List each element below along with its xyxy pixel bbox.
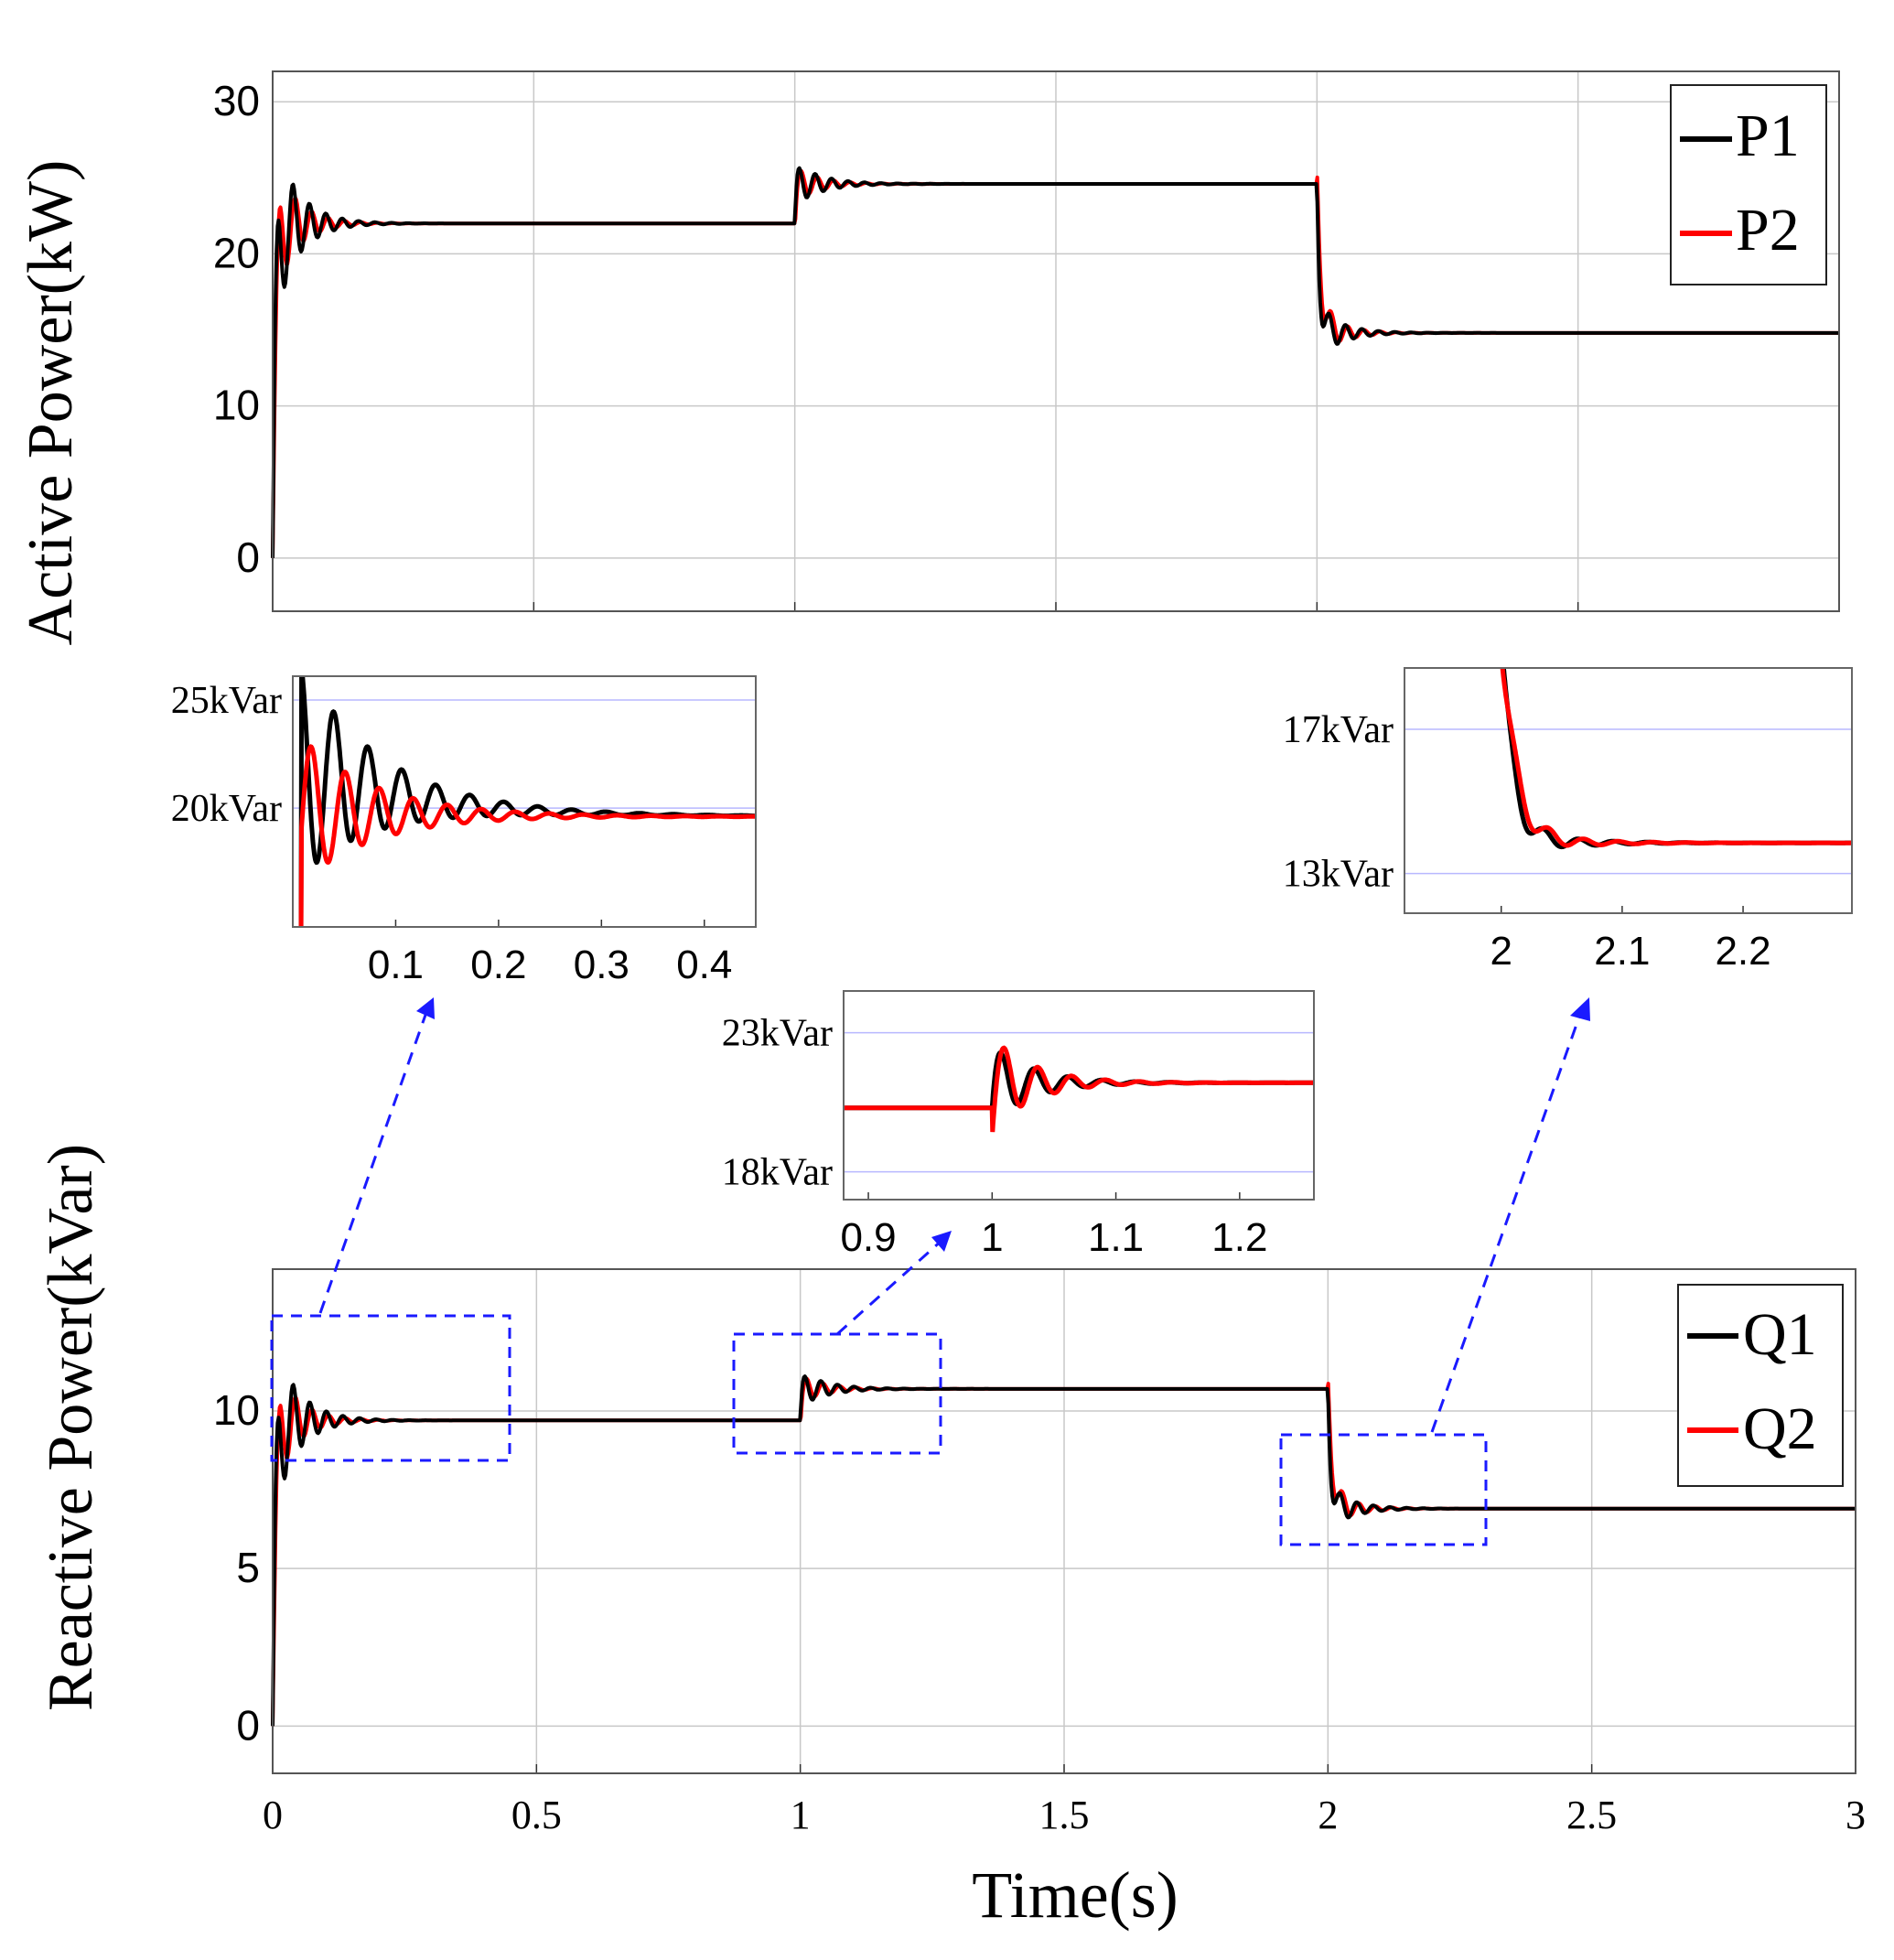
active-series-P1: [271, 166, 1840, 558]
reactive-xtick-label: 2: [1318, 1793, 1338, 1837]
inset3-xtick-label: 2: [1490, 929, 1512, 974]
zoom-arrow-3: [1430, 1006, 1585, 1433]
reactive-frame: [272, 1268, 1856, 1774]
active-ytick-label: 10: [213, 382, 260, 429]
legend-label-p2: P2: [1736, 197, 1800, 264]
zoom-arrow-3-head: [1570, 997, 1590, 1021]
reactive-plot: 0 0.5 1 1.5 2 2.5 3 0 5 10: [213, 1268, 1866, 1837]
active-frame: [272, 70, 1840, 612]
inset2-frame: [843, 990, 1315, 1201]
inset1-zoom-panel: 20kVar 25kVar 0.1 0.2 0.3 0.4: [171, 675, 757, 987]
reactive-xtick-label: 0.5: [511, 1793, 562, 1837]
active-plot: 0 10 20 30: [213, 70, 1840, 612]
time-axis-title: Time(s): [972, 1858, 1178, 1932]
zoom-box-3: [1279, 1433, 1488, 1546]
legend-label-p1: P1: [1736, 102, 1800, 169]
zoom-arrow-2-head: [931, 1231, 952, 1252]
zoom-arrow-1: [318, 1000, 433, 1314]
zoom-arrow-2: [835, 1238, 944, 1336]
inset1-xtick-label: 0.2: [470, 942, 526, 987]
inset3-series-2: [1500, 668, 1852, 848]
inset3-xtick-label: 2.1: [1594, 929, 1650, 974]
inset3-zoom-panel: 13kVar 17kVar 2 2.1 2.2: [1283, 667, 1853, 974]
inset1-ytick-label: 20kVar: [171, 788, 282, 830]
reactive-series-Q1: [271, 1374, 1856, 1727]
inset1-xtick-label: 0.1: [368, 942, 424, 987]
inset1-frame: [292, 675, 757, 928]
reactive-power-axis-title: Reactive Power(kVar): [36, 1144, 106, 1711]
active-power-axis-title: Active Power(kW): [16, 160, 86, 646]
reactive-ytick-label: 5: [236, 1544, 260, 1591]
inset2-xtick-label: 0.9: [840, 1215, 896, 1260]
inset3-xtick-label: 2.2: [1715, 929, 1770, 974]
reactive-xtick-label: 3: [1846, 1793, 1866, 1837]
inset3-frame: [1404, 667, 1853, 914]
active-ytick-label: 0: [236, 533, 260, 581]
reactive-ytick-label: 10: [213, 1386, 260, 1434]
zoom-box-1: [270, 1314, 511, 1462]
inset1-xtick-label: 0.4: [676, 942, 732, 987]
inset2-series-2: [844, 1045, 1314, 1133]
inset3-ytick-label: 13kVar: [1283, 854, 1394, 896]
inset2-zoom-panel: 18kVar 23kVar 0.9 1 1.1 1.2: [722, 990, 1315, 1260]
reactive-xtick-label: 0: [263, 1793, 283, 1837]
reactive-ytick-label: 0: [236, 1701, 260, 1749]
inset1-series-2: [298, 744, 756, 927]
inset3-ytick-label: 17kVar: [1283, 709, 1394, 751]
reactive-legend: Q1 Q2: [1677, 1284, 1844, 1487]
reactive-xtick-label: 1.5: [1039, 1793, 1090, 1837]
inset2-ytick-label: 23kVar: [722, 1013, 833, 1055]
inset2-ytick-label: 18kVar: [722, 1152, 833, 1194]
inset2-xtick-label: 1.2: [1211, 1215, 1267, 1260]
legend-label-q1: Q1: [1743, 1301, 1817, 1368]
inset2-xtick-label: 1: [981, 1215, 1003, 1260]
legend-label-q2: Q2: [1743, 1395, 1817, 1462]
inset1-xtick-label: 0.3: [574, 942, 630, 987]
active-legend: P1 P2: [1670, 84, 1827, 285]
active-ytick-label: 30: [213, 77, 260, 124]
reactive-xtick-label: 2.5: [1566, 1793, 1617, 1837]
zoom-arrow-1-head: [416, 997, 435, 1019]
reactive-xtick-label: 1: [791, 1793, 811, 1837]
active-ytick-label: 20: [213, 229, 260, 276]
inset2-xtick-label: 1.1: [1088, 1215, 1144, 1260]
inset1-ytick-label: 25kVar: [171, 680, 282, 722]
